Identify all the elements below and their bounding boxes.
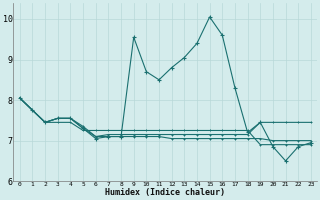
X-axis label: Humidex (Indice chaleur): Humidex (Indice chaleur) <box>105 188 225 197</box>
